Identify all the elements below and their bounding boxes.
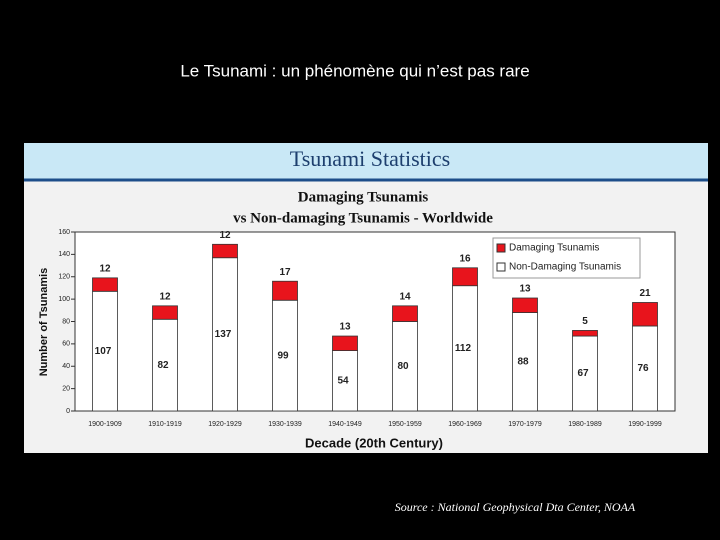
- bar-segment: [332, 335, 358, 351]
- bar-segment: [152, 318, 178, 412]
- x-tick-label: 1990-1999: [628, 421, 662, 428]
- y-tick-label: 20: [62, 385, 70, 392]
- y-tick-label: 160: [58, 229, 70, 236]
- x-tick-label: 1980-1989: [568, 421, 602, 428]
- bar-segment: [572, 330, 598, 337]
- source: Source : National Geophysical Dta Center…: [395, 500, 636, 514]
- data-label: 12: [159, 291, 171, 302]
- data-label: 80: [397, 361, 409, 372]
- chart-title: Tsunami Statistics: [290, 146, 450, 171]
- x-tick-label: 1970-1979: [508, 421, 542, 428]
- data-label: 99: [277, 350, 289, 361]
- y-tick-label: 40: [62, 363, 70, 370]
- y-tick-label: 80: [62, 318, 70, 325]
- x-tick-label: 1960-1969: [448, 421, 482, 428]
- x-tick-label: 1900-1909: [88, 421, 122, 428]
- y-tick-label: 60: [62, 341, 70, 348]
- bar-segment: [212, 243, 238, 259]
- legend-label: Non-Damaging Tsunamis: [509, 262, 621, 273]
- data-label: 16: [459, 253, 471, 264]
- x-axis-label: Decade (20th Century): [305, 435, 443, 450]
- data-label: 54: [337, 375, 349, 386]
- data-label: 82: [157, 360, 169, 371]
- chart-header: [24, 143, 708, 179]
- bar-segment: [92, 277, 118, 292]
- chart-subtitle: Damaging Tsunamis: [298, 189, 429, 205]
- legend-box: [492, 237, 641, 279]
- x-tick-label: 1950-1959: [388, 421, 422, 428]
- data-label: 5: [582, 316, 588, 327]
- x-tick-label: 1920-1929: [208, 421, 242, 428]
- bar-segment: [272, 299, 298, 412]
- data-label: 21: [639, 288, 651, 299]
- y-tick-label: 100: [58, 296, 70, 303]
- bar-segment: [452, 267, 478, 287]
- data-label: 14: [399, 291, 411, 302]
- x-tick-label: 1930-1939: [268, 421, 302, 428]
- bar-segment: [392, 305, 418, 322]
- data-label: 17: [279, 267, 291, 278]
- x-tick-label: 1940-1949: [328, 421, 362, 428]
- bar-segment: [632, 325, 658, 412]
- y-tick-label: 0: [66, 408, 70, 415]
- data-label: 67: [577, 368, 589, 379]
- bar-segment: [632, 302, 658, 327]
- legend-swatch: [496, 262, 506, 272]
- legend-swatch: [496, 243, 506, 253]
- bar-segment: [392, 321, 418, 412]
- bar-segment: [272, 280, 298, 301]
- chart-subtitle: vs Non-damaging Tsunamis - Worldwide: [233, 210, 493, 226]
- data-label: 137: [215, 329, 232, 340]
- bar-segment: [512, 297, 538, 313]
- data-label: 112: [455, 343, 472, 354]
- y-axis-label: Number of Tsunamis: [38, 268, 50, 377]
- data-label: 13: [339, 322, 351, 333]
- data-label: 12: [219, 230, 231, 241]
- bar-segment: [452, 285, 478, 412]
- bar-segment: [572, 335, 598, 412]
- x-tick-label: 1910-1919: [148, 421, 182, 428]
- slide-title: Le Tsunami : un phénomène qui n’est pas …: [180, 61, 529, 80]
- data-label: 76: [637, 363, 649, 374]
- bar-segment: [152, 305, 178, 320]
- data-label: 13: [519, 284, 531, 295]
- y-tick-label: 140: [58, 251, 70, 258]
- data-label: 88: [517, 356, 529, 367]
- data-label: 12: [99, 264, 111, 275]
- y-tick-label: 120: [58, 274, 70, 281]
- data-label: 107: [95, 346, 112, 357]
- bar-segment: [92, 290, 118, 412]
- legend-label: Damaging Tsunamis: [509, 243, 599, 254]
- bar-segment: [212, 257, 238, 412]
